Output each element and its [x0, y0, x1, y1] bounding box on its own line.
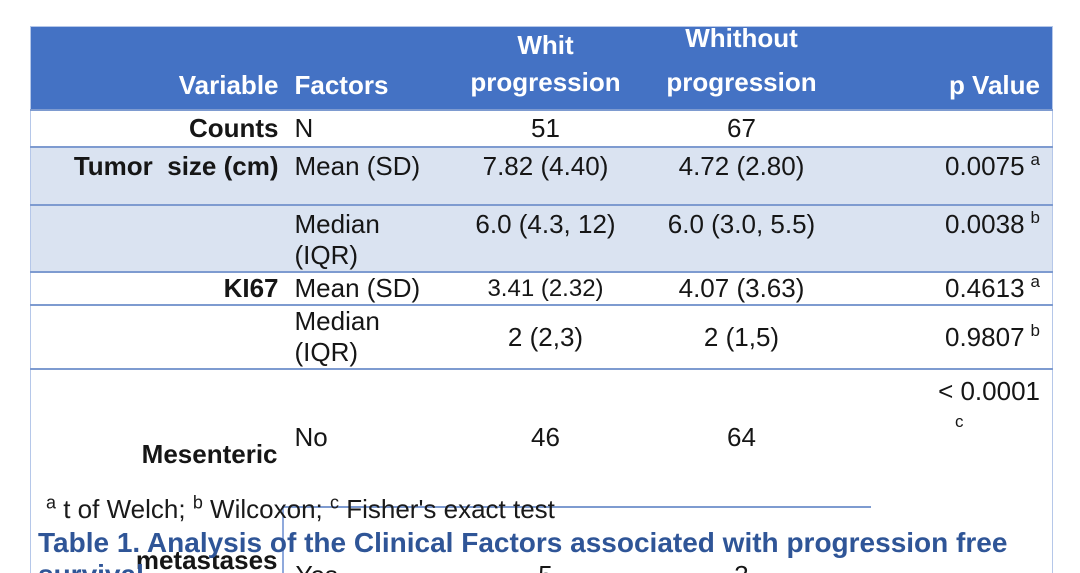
footnote-superscript-c: c [329, 492, 339, 513]
tumor-median-with: 6.0 (4.3, 12) [450, 205, 641, 273]
mesenteric-p-value: < 0.0001 [938, 376, 1040, 406]
ki67-mean-factor: Mean (SD) [282, 272, 451, 306]
mesenteric-variable-line1: Mesenteric [141, 439, 278, 469]
ki67-median-p-value: 0.9807 [945, 321, 1025, 352]
row-ki67-mean: KI67 Mean (SD) 3.41 (2.32) 4.07 (3.63) 0… [30, 272, 1053, 306]
header-with-progression: Whit progression [450, 26, 641, 111]
footnote-part-a: a t of Welch; [46, 492, 193, 524]
row-counts: Counts N 51 67 [30, 110, 1053, 148]
header-with-line2: progression [470, 67, 621, 97]
mesenteric-variable: Mesenteric metastases [31, 369, 283, 573]
tumor-mean-p: 0.0075 a [870, 147, 1053, 206]
header-without-line2: progression [666, 67, 817, 97]
tumor-median-p-superscript: b [1030, 208, 1040, 228]
footnote-superscript-b: b [192, 492, 203, 513]
tumor-median-p-value: 0.0038 [945, 209, 1025, 239]
footnote-text-a: t of Welch; [56, 494, 193, 524]
mesenteric-no-without: 64 [640, 369, 871, 508]
mesenteric-p-superscript: c [955, 412, 964, 431]
mesenteric-no-factor: No [282, 369, 451, 508]
ki67-median-p-superscript: b [1030, 320, 1040, 340]
tumor-mean-p-superscript: a [1030, 150, 1040, 170]
ki67-median-factor: Median (IQR) [282, 305, 451, 370]
mesenteric-variable-line2: metastases [135, 545, 278, 573]
tumor-median-p: 0.0038 b [870, 205, 1053, 273]
tumor-median-factor: Median (IQR) [282, 205, 451, 273]
clinical-factors-table: Variable Factors Whit progression Whitho… [30, 23, 1053, 573]
footnote-text-c: Fisher's exact test [338, 494, 555, 524]
header-factors: Factors [282, 26, 451, 111]
ki67-median-p: 0.9807 b [870, 305, 1053, 370]
row-ki67-median: Median (IQR) 2 (2,3) 2 (1,5) 0.9807 b [30, 305, 1053, 370]
tumor-median-without: 6.0 (3.0, 5.5) [640, 205, 871, 273]
ki67-median-variable [30, 305, 283, 370]
row-mesenteric-yes: Yes 5 3 [31, 506, 1053, 573]
ki67-median-with: 2 (2,3) [450, 305, 641, 370]
ki67-mean-p-superscript: a [1030, 272, 1040, 292]
counts-with: 51 [450, 110, 641, 148]
tumor-median-variable [30, 205, 283, 273]
mesenteric-yes-with: 5 [450, 506, 641, 573]
row-tumor-median: Median (IQR) 6.0 (4.3, 12) 6.0 (3.0, 5.5… [30, 205, 1053, 273]
footnote-text-b: Wilcoxon; [202, 494, 330, 524]
row-mesenteric-no: Mesenteric metastases No 46 64 < 0.0001 … [31, 369, 1053, 573]
mesenteric-yes-without: 3 [640, 506, 871, 573]
ki67-median-without: 2 (1,5) [640, 305, 871, 370]
counts-without: 67 [640, 110, 871, 148]
footnote-superscript-a: a [46, 492, 57, 513]
counts-p [870, 110, 1053, 148]
table-header-row: Variable Factors Whit progression Whitho… [30, 23, 1053, 111]
header-without-progression: Whithout progression [640, 23, 871, 111]
mesenteric-p: < 0.0001 c [871, 369, 1053, 573]
tumor-variable: Tumor size (cm) [30, 147, 283, 206]
footnote-part-b: b Wilcoxon; [192, 492, 330, 524]
header-p-value: p Value [870, 26, 1053, 111]
ki67-mean-p-value: 0.4613 [945, 273, 1025, 303]
mesenteric-yes-factor: Yes [281, 506, 451, 573]
counts-variable: Counts [30, 110, 283, 148]
ki67-variable: KI67 [30, 272, 283, 306]
header-with-line1: Whit [517, 30, 574, 60]
counts-factor: N [282, 110, 451, 148]
mesenteric-no-with: 46 [450, 369, 641, 508]
footnote-part-c: c Fisher's exact test [329, 492, 555, 524]
tumor-mean-p-value: 0.0075 [945, 151, 1025, 181]
ki67-mean-without: 4.07 (3.63) [640, 272, 871, 306]
header-without-line1: Whithout [685, 23, 798, 53]
header-variable: Variable [30, 26, 283, 111]
row-tumor-mean: Tumor size (cm) Mean (SD) 7.82 (4.40) 4.… [30, 147, 1053, 206]
tumor-mean-without: 4.72 (2.80) [640, 147, 871, 206]
table-footnote: a t of Welch; b Wilcoxon; c Fisher's exa… [46, 492, 555, 525]
tumor-mean-with: 7.82 (4.40) [450, 147, 641, 206]
table-caption: Table 1. Analysis of the Clinical Factor… [38, 527, 1008, 573]
ki67-mean-p: 0.4613 a [870, 272, 1053, 306]
tumor-mean-factor: Mean (SD) [282, 147, 451, 206]
ki67-mean-with: 3.41 (2.32) [450, 272, 641, 306]
